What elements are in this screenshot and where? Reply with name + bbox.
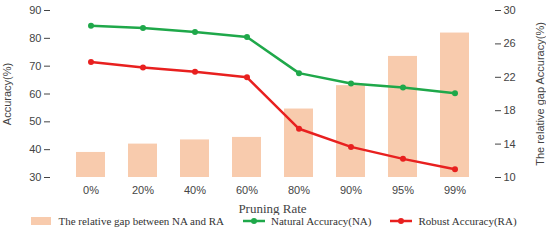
html-text:Natural Accuracy(NA): Natural Accuracy(NA) [271, 215, 372, 227]
svg-text:Accuracy(%): Accuracy(%) [1, 63, 13, 125]
svg-text:18: 18 [504, 104, 516, 116]
svg-text:26: 26 [504, 37, 516, 49]
svg-text:40%: 40% [184, 184, 206, 196]
svg-text:30: 30 [504, 4, 516, 16]
svg-text:80: 80 [29, 32, 41, 44]
svg-text:20%: 20% [132, 184, 154, 196]
svg-text:80%: 80% [288, 184, 310, 196]
svg-text:22: 22 [504, 71, 516, 83]
svg-text:99%: 99% [444, 184, 466, 196]
html-text:Robust Accuracy(RA): Robust Accuracy(RA) [418, 215, 517, 227]
svg-text:14: 14 [504, 138, 516, 150]
svg-text:The relative gap Accuracy(%): The relative gap Accuracy(%) [534, 22, 546, 166]
svg-text:95%: 95% [392, 184, 414, 196]
svg-text:30: 30 [29, 171, 41, 183]
svg-text:90%: 90% [340, 184, 362, 196]
svg-text:90: 90 [29, 4, 41, 16]
svg-text:0%: 0% [83, 184, 99, 196]
svg-text:60: 60 [29, 88, 41, 100]
svg-text:40: 40 [29, 143, 41, 155]
svg-text:10: 10 [504, 171, 516, 183]
html-text:The relative gap between NA an: The relative gap between NA and RA [58, 215, 224, 227]
svg-text:60%: 60% [236, 184, 258, 196]
svg-text:Pruning Rate: Pruning Rate [238, 201, 306, 216]
svg-text:70: 70 [29, 60, 41, 72]
svg-text:50: 50 [29, 115, 41, 127]
